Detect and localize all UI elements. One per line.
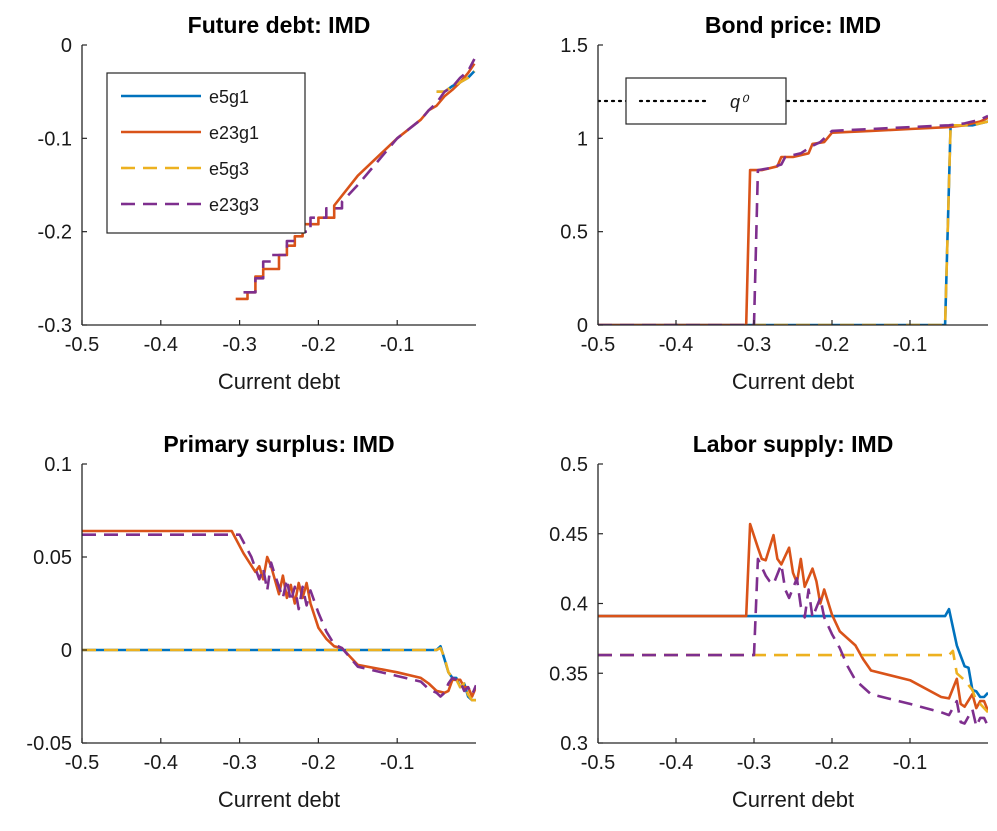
x-tick-label: -0.2 <box>301 752 335 774</box>
series-line-e5g1 <box>82 644 476 702</box>
x-tick-label: -0.3 <box>737 334 771 356</box>
x-axis-label: Current debt <box>732 787 854 812</box>
y-tick-label: -0.05 <box>26 733 72 755</box>
x-tick-label: -0.2 <box>815 334 849 356</box>
panel-0: Future debt: IMD -0.5 -0.4 -0.3 -0.2 -0.1 -0.3… <box>38 12 476 394</box>
x-tick-label: -0.1 <box>380 752 414 774</box>
series-line-e23g3 <box>82 533 476 698</box>
x-tick-label: -0.5 <box>581 334 615 356</box>
y-tick-label: 1.5 <box>560 35 588 57</box>
x-tick-label: -0.3 <box>222 752 256 774</box>
x-tick-label: -0.2 <box>301 334 335 356</box>
x-tick-label: -0.3 <box>222 334 256 356</box>
legend-label: e23g3 <box>209 195 259 215</box>
y-tick-label: 0.5 <box>560 222 588 244</box>
x-tick-label: -0.5 <box>581 752 615 774</box>
legend: q⁰ <box>625 77 787 125</box>
x-axis-label: Current debt <box>218 369 340 394</box>
plot-area <box>82 529 476 702</box>
y-tick-label: 0.5 <box>560 454 588 476</box>
series-line-e23g1 <box>598 522 988 712</box>
legend-label: q⁰ <box>730 92 750 112</box>
y-tick-label: 0 <box>61 35 72 57</box>
legend-label: e5g3 <box>209 159 249 179</box>
x-tick-label: -0.3 <box>737 752 771 774</box>
panel-title: Primary surplus: IMD <box>163 431 394 457</box>
series-line-e23g1 <box>82 529 476 698</box>
series-line-e5g1 <box>598 120 988 325</box>
x-tick-label: -0.4 <box>144 334 178 356</box>
panel-1: Bond price: IMD -0.5 -0.4 -0.3 -0.2 -0.1 0 0.5 1… <box>560 12 988 394</box>
y-tick-label: 0.35 <box>549 663 588 685</box>
series-line-e5g3 <box>598 649 988 714</box>
series-line-e23g3 <box>243 58 476 294</box>
y-tick-label: 0.3 <box>560 733 588 755</box>
panel-2: Primary surplus: IMD -0.5 -0.4 -0.3 -0.2 -0.1… <box>26 431 476 812</box>
x-tick-label: -0.1 <box>380 334 414 356</box>
y-tick-label: -0.3 <box>38 315 72 337</box>
panel-3: Labor supply: IMD -0.5 -0.4 -0.3 -0.2 -0.1 0.3… <box>549 431 988 812</box>
y-tick-label: 0.45 <box>549 524 588 546</box>
series-line-e5g3 <box>82 646 476 702</box>
series-line-e23g3 <box>598 557 988 728</box>
legend: e5g1 e23g1 e5g3 e23g3 <box>106 72 306 234</box>
legend-label: e5g1 <box>209 87 249 107</box>
legend-box <box>106 72 306 234</box>
panel-title: Bond price: IMD <box>705 12 881 38</box>
series-line-e23g3 <box>598 114 988 325</box>
y-tick-label: 0.4 <box>560 594 588 616</box>
x-tick-label: -0.4 <box>659 334 693 356</box>
y-tick-label: 0.1 <box>44 454 72 476</box>
x-axis-label: Current debt <box>732 369 854 394</box>
legend-label: e23g1 <box>209 123 259 143</box>
x-tick-label: -0.4 <box>144 752 178 774</box>
x-axis-label: Current debt <box>218 787 340 812</box>
x-tick-label: -0.2 <box>815 752 849 774</box>
y-tick-label: 0 <box>61 640 72 662</box>
y-tick-label: -0.2 <box>38 222 72 244</box>
y-tick-label: -0.1 <box>38 128 72 150</box>
series-line-e23g1 <box>598 116 988 325</box>
plot-area <box>598 99 988 325</box>
y-tick-label: 0.05 <box>33 547 72 569</box>
x-tick-label: -0.4 <box>659 752 693 774</box>
panel-title: Labor supply: IMD <box>693 431 894 457</box>
x-tick-label: -0.1 <box>893 752 927 774</box>
x-tick-label: -0.1 <box>893 334 927 356</box>
series-line-e5g3 <box>598 120 988 325</box>
y-tick-label: 1 <box>577 128 588 150</box>
y-tick-label: 0 <box>577 315 588 337</box>
x-tick-label: -0.5 <box>65 334 99 356</box>
x-tick-label: -0.5 <box>65 752 99 774</box>
plot-area <box>598 522 988 728</box>
series-line-e5g1 <box>598 607 988 699</box>
panel-title: Future debt: IMD <box>188 12 371 38</box>
